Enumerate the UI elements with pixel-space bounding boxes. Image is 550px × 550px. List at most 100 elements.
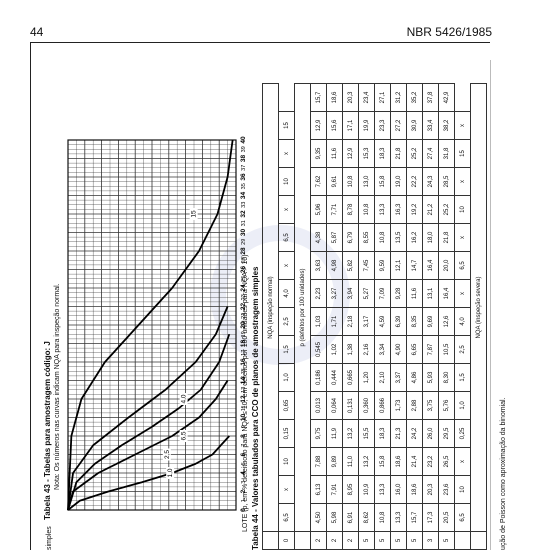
table-cell: 16,4: [422, 251, 439, 280]
table-cell: 26,0: [422, 419, 439, 448]
x-tick-label: 6: [240, 452, 247, 456]
table-cell: 5,27: [358, 279, 375, 308]
table-cell: 8,78: [342, 195, 359, 224]
table-cell: 8,95: [342, 475, 359, 504]
table44-bottom-nqa-row: 6,5 10 x 0,25 1,0 1,5 2,5 4,0 x 6,5 x 10 x 15 x: [454, 84, 471, 550]
x-tick-label: 32: [240, 210, 247, 218]
table-cell: 24,3: [422, 167, 439, 196]
x-tick-label: 5: [241, 462, 247, 465]
table-cell: 0,360: [358, 391, 375, 420]
table-cell: 11,0: [342, 447, 359, 476]
table-cell: 5: [406, 531, 423, 550]
table-cell: 13,1: [422, 279, 439, 308]
side-note-poisson: ução de Poisson como aproximação da bino…: [500, 397, 507, 550]
table44-top-nqa-cell: 0: [278, 531, 295, 550]
table-cell: 21,4: [406, 447, 423, 476]
table-cell: 4,98: [326, 251, 343, 280]
table44-top-nqa-cell: x: [278, 195, 295, 224]
table44: NQA (inspeção normal) 0 6,5 x 10 0,15 0,65 1,0…: [262, 83, 487, 550]
x-tick-label: 28: [240, 247, 247, 255]
rotated-content: simples ução de Poisson como aproximação…: [40, 60, 510, 550]
table-cell: 17,1: [342, 111, 359, 140]
table-cell: 5: [374, 531, 391, 550]
table44-bottom-nqa-cell: 2,5: [454, 335, 471, 364]
table43-title: Tabela 43 - Tabelas para amostragem códi…: [43, 341, 52, 520]
table-cell: 7,09: [374, 279, 391, 308]
table44-bottom-nqa-cell: x: [454, 223, 471, 252]
series-line: [67, 380, 229, 511]
table-row: 2 6,91 8,95 11,0 13,2 0,131 0,665 1,38 2,18 3,94 5…: [342, 83, 359, 550]
table-cell: 27,4: [422, 139, 439, 168]
curve-label: 2,5: [164, 450, 171, 459]
table-cell: 3: [422, 531, 439, 550]
table-cell: 2: [310, 531, 327, 550]
curve-label-bg: [179, 393, 188, 405]
table-cell: 9,69: [422, 307, 439, 336]
curve-label-bg: [189, 208, 198, 220]
table-cell: 12,1: [390, 251, 407, 280]
table-cell: 7,88: [310, 447, 327, 476]
x-tick-label: 12: [240, 395, 247, 403]
left-frame-rule: [30, 42, 31, 550]
table-cell: 5,76: [438, 391, 455, 420]
x-tick-label: 33: [241, 202, 247, 208]
table-cell: 0,186: [310, 363, 327, 392]
table44-bottom-nqa-cell: 10: [454, 195, 471, 224]
table-cell: 5: [438, 531, 455, 550]
table-cell: 1,03: [310, 307, 327, 336]
table44-corner-2: [294, 531, 311, 550]
table-cell: 15,7: [310, 83, 327, 112]
x-tick-label: 9: [241, 425, 247, 428]
table44-top-header: NQA (inspeção normal): [262, 83, 279, 532]
table-cell: 5,82: [342, 251, 359, 280]
x-tick-label: 34: [240, 192, 247, 200]
series-line: [67, 435, 230, 511]
table44-bottom-nqa-cell: x: [454, 167, 471, 196]
table-cell: 0,064: [326, 391, 343, 420]
table-cell: 30,9: [406, 111, 423, 140]
chart-frame: [67, 139, 237, 511]
curve-label-bg: [179, 430, 188, 442]
table-cell: 16,4: [438, 279, 455, 308]
table44-bottom-nqa-cell: 0,25: [454, 419, 471, 448]
table44-top-nqa-cell: 10: [278, 167, 295, 196]
table44-top-nqa-cell: 0,15: [278, 419, 295, 448]
table-cell: 18,6: [390, 447, 407, 476]
table44-top-nqa-cell: 4,0: [278, 279, 295, 308]
table-cell: 13,0: [358, 167, 375, 196]
table-cell: 3,63: [310, 251, 327, 280]
table-row: 5 8,62 10,9 13,2 15,5 0,360 1,20 2,16 3,17 5,27 7,…: [358, 83, 375, 550]
table-cell: 0,131: [342, 391, 359, 420]
table-cell: 9,28: [390, 279, 407, 308]
table-cell: 26,5: [438, 447, 455, 476]
table-cell: 16,0: [390, 475, 407, 504]
table-cell: 16,2: [406, 223, 423, 252]
table-cell: 9,59: [374, 251, 391, 280]
table44-bottom-nqa-cell: x: [454, 447, 471, 476]
table44-bottom-nqa-cell: 6,5: [454, 503, 471, 532]
table44-bottom-blank: [454, 531, 471, 550]
table44-bottom-nqa-cell: 6,5: [454, 251, 471, 280]
table-cell: 13,5: [390, 223, 407, 252]
table-cell: 7,91: [326, 475, 343, 504]
x-tick-label: 30: [240, 229, 247, 237]
table-cell: 9,89: [326, 447, 343, 476]
table-cell: 10,8: [374, 503, 391, 532]
table-cell: 15,5: [358, 419, 375, 448]
table-cell: 15,6: [326, 111, 343, 140]
x-tick-label: 3: [241, 481, 247, 484]
table-cell: 2,88: [406, 391, 423, 420]
x-tick-label: 23: [241, 294, 247, 300]
curve-label: 4,0: [181, 394, 188, 403]
table-cell: 15,8: [374, 167, 391, 196]
right-frame-rule: [490, 60, 491, 550]
table-cell: 16,3: [390, 195, 407, 224]
table-cell: 27,1: [374, 83, 391, 112]
table-cell: 37,8: [422, 83, 439, 112]
table-cell: 23,6: [438, 475, 455, 504]
table-cell: 0,444: [326, 363, 343, 392]
table-cell: 11,6: [326, 139, 343, 168]
table-cell: 20,5: [438, 503, 455, 532]
table-cell: 23,4: [358, 83, 375, 112]
table-cell: 2,10: [374, 363, 391, 392]
